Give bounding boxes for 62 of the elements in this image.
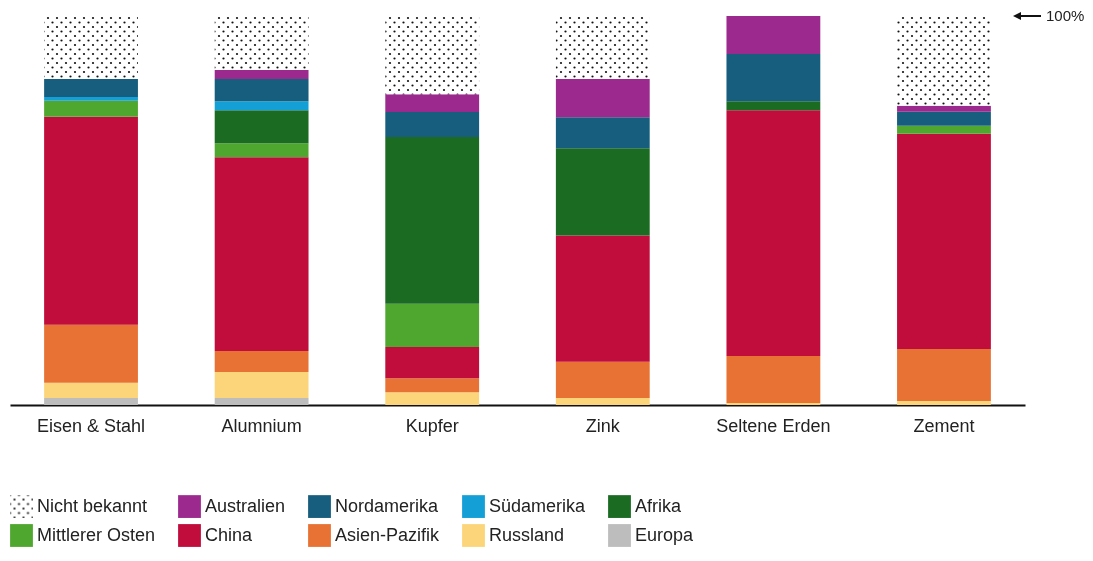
bar <box>897 111 991 126</box>
bar <box>214 371 309 398</box>
bar <box>897 16 991 106</box>
bar <box>44 398 138 405</box>
bar <box>897 105 991 112</box>
bar <box>385 378 480 393</box>
bar <box>214 16 309 71</box>
x-tick-label: Zement <box>913 415 975 436</box>
bar <box>897 133 991 349</box>
bar <box>44 16 138 80</box>
bar <box>385 94 480 113</box>
bar <box>214 70 309 80</box>
bar <box>555 398 650 405</box>
bar <box>44 116 138 325</box>
legend-label: China <box>205 524 254 545</box>
bar <box>44 324 138 383</box>
bar <box>44 96 138 101</box>
bar <box>214 110 309 144</box>
text: 100% <box>1046 7 1085 24</box>
legend-label: Australien <box>205 495 286 516</box>
bar <box>385 112 480 137</box>
x-tick-label: Kupfer <box>405 415 459 436</box>
bar <box>44 79 138 97</box>
legend-label: Asien-Pazifik <box>335 524 441 545</box>
bar <box>44 382 138 398</box>
bar <box>726 16 821 55</box>
bar <box>214 101 309 111</box>
legend-label: Europa <box>635 524 695 545</box>
legend-label: Afrika <box>635 495 682 516</box>
x-tick-label: Eisen & Stahl <box>37 415 146 436</box>
bar <box>555 235 650 362</box>
bar <box>214 143 309 158</box>
bar <box>214 157 309 351</box>
bar <box>385 303 480 348</box>
bar <box>214 350 309 372</box>
bar <box>555 117 650 149</box>
bar <box>726 54 821 102</box>
bar <box>385 136 480 304</box>
x-tick-label: Zink <box>585 415 621 436</box>
legend-label: Südamerika <box>489 495 587 516</box>
bar <box>726 355 821 404</box>
legend-label: Mittlerer Osten <box>37 524 156 545</box>
legend-label: Nicht bekannt <box>37 495 148 516</box>
x-tick-label: Alumnium <box>221 415 302 436</box>
bar <box>897 401 991 405</box>
bar <box>555 16 650 80</box>
bar <box>726 110 821 356</box>
bar <box>385 16 480 95</box>
bar <box>726 101 821 111</box>
bar <box>897 348 991 402</box>
legend-label: Nordamerika <box>335 495 440 516</box>
bar <box>897 125 991 134</box>
bar <box>385 392 480 405</box>
bar <box>214 79 309 102</box>
bar <box>214 398 309 405</box>
legend-label: Russland <box>489 524 565 545</box>
bar <box>385 347 480 379</box>
bar <box>555 361 650 398</box>
bar <box>555 79 650 118</box>
x-tick-label: Seltene Erden <box>716 415 831 436</box>
bar <box>555 148 650 236</box>
bar <box>44 100 138 117</box>
